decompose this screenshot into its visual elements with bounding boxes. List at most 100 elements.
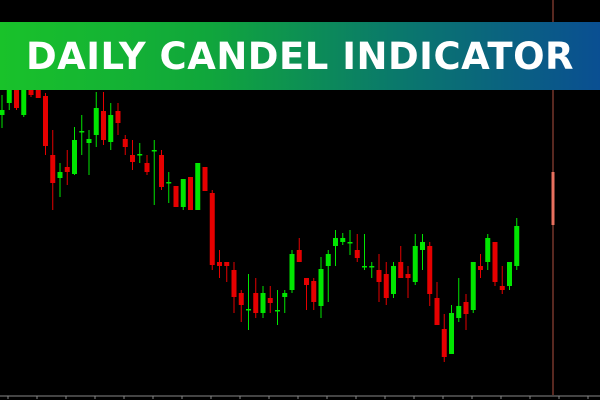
candle-bear xyxy=(231,262,237,313)
candle-bear xyxy=(434,282,440,325)
candle-bear xyxy=(311,278,317,310)
candle-bear xyxy=(267,286,273,313)
daily-marker-body xyxy=(551,172,555,225)
candle-body xyxy=(6,85,12,103)
candle-body xyxy=(64,167,70,172)
candle-body xyxy=(427,246,433,294)
candle-body xyxy=(318,269,324,306)
candle-bull xyxy=(340,233,346,245)
candle-body xyxy=(405,274,411,278)
candle-body xyxy=(470,262,476,310)
candle-bear xyxy=(398,246,404,278)
candle-bear xyxy=(43,93,48,155)
candle-bull xyxy=(507,262,512,290)
candle-body xyxy=(434,298,440,325)
candle-bull xyxy=(86,130,92,175)
candle-body xyxy=(347,242,353,244)
candle-body xyxy=(499,286,505,290)
candle-bull xyxy=(195,163,201,210)
candle-bull xyxy=(0,95,5,128)
candle-body xyxy=(122,139,128,147)
candle-body xyxy=(224,262,230,266)
candle-body xyxy=(180,179,186,207)
candle-bear xyxy=(427,242,433,306)
candle-body xyxy=(325,254,331,266)
candle-bear xyxy=(405,266,411,298)
candle-bear xyxy=(238,290,244,322)
candle-body xyxy=(311,281,317,302)
candle-bull xyxy=(180,179,186,210)
candle-body xyxy=(137,154,143,156)
candle-body xyxy=(398,262,404,278)
candle-bull xyxy=(93,92,99,147)
candle-bear xyxy=(441,314,447,362)
candle-body xyxy=(166,182,172,184)
candle-body xyxy=(217,262,222,266)
candle-body xyxy=(253,293,259,313)
candle-body xyxy=(195,163,201,210)
candle-body xyxy=(383,274,389,298)
candle-body xyxy=(507,262,512,286)
candle-body xyxy=(354,250,360,258)
candle-body xyxy=(492,242,498,282)
candle-body xyxy=(115,111,121,123)
candle-bear xyxy=(202,167,208,191)
candle-body xyxy=(485,238,491,262)
candle-bull xyxy=(72,127,77,175)
candle-bull xyxy=(108,103,114,150)
candle-bear xyxy=(354,234,360,262)
candle-bull xyxy=(420,234,425,270)
candle-bear xyxy=(173,186,179,207)
candle-body xyxy=(159,155,164,187)
candle-bear xyxy=(376,254,382,302)
candle-body xyxy=(296,250,302,262)
candle-body xyxy=(478,266,483,270)
candle-bull xyxy=(362,234,367,270)
candle-bull xyxy=(412,234,418,285)
candle-bear xyxy=(492,242,498,286)
candle-body xyxy=(246,309,251,311)
candle-bull xyxy=(449,305,454,354)
candle-body xyxy=(0,110,5,115)
candle-body xyxy=(463,302,469,314)
candle-body xyxy=(101,111,106,140)
candle-bull xyxy=(137,143,143,163)
time-axis-ticks xyxy=(7,396,589,399)
candle-body xyxy=(260,293,266,313)
candle-bear xyxy=(217,250,222,278)
candle-body xyxy=(43,96,48,146)
candle-body xyxy=(441,329,447,357)
candle-body xyxy=(376,270,382,282)
candle-body xyxy=(14,88,19,108)
candle-bear xyxy=(101,92,106,145)
candle-bull xyxy=(369,262,375,278)
candle-bull xyxy=(79,115,85,155)
candle-bear xyxy=(478,254,483,278)
candle-bear xyxy=(296,238,302,262)
candle-bull xyxy=(151,140,157,205)
candle-bull xyxy=(333,230,338,266)
candle-body xyxy=(340,238,346,242)
candle-bear xyxy=(50,130,56,210)
candle-body xyxy=(369,266,375,268)
title-banner: DAILY CANDEL INDICATOR xyxy=(0,22,600,90)
candle-body xyxy=(93,108,99,135)
candle-bear xyxy=(188,177,193,210)
candle-body xyxy=(21,72,27,115)
candle-bull xyxy=(282,290,288,313)
candle-body xyxy=(57,172,63,178)
candle-bull xyxy=(275,290,280,325)
candle-body xyxy=(289,254,295,290)
candle-bull xyxy=(485,234,491,270)
candle-bear xyxy=(463,294,469,330)
candle-body xyxy=(412,246,418,282)
banner-title: DAILY CANDEL INDICATOR xyxy=(25,34,575,78)
candle-body xyxy=(514,226,520,266)
candle-body xyxy=(144,163,150,172)
candle-bull xyxy=(456,278,462,322)
candle-body xyxy=(188,177,193,210)
candle-bear xyxy=(253,278,259,318)
candle-bull xyxy=(260,286,266,318)
candle-bull xyxy=(470,262,476,313)
